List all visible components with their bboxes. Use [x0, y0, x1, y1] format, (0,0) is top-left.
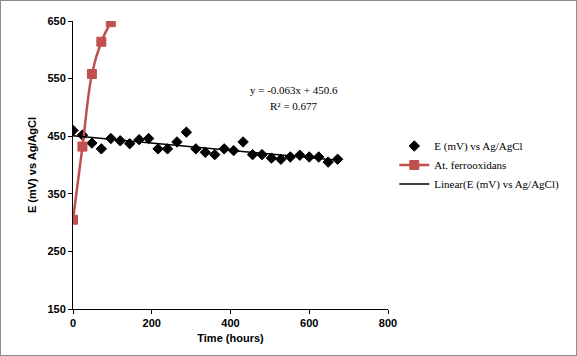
- svg-text:R² = 0.677: R² = 0.677: [270, 100, 318, 112]
- svg-text:800: 800: [379, 317, 397, 329]
- svg-text:350: 350: [47, 188, 65, 200]
- svg-text:450: 450: [47, 130, 65, 142]
- svg-text:600: 600: [300, 317, 318, 329]
- svg-text:550: 550: [47, 72, 65, 84]
- svg-text:E (mV) vs Ag/AgCl: E (mV) vs Ag/AgCl: [434, 140, 522, 153]
- svg-text:E (mV) vs Ag/AgCl: E (mV) vs Ag/AgCl: [26, 117, 38, 213]
- svg-text:150: 150: [47, 303, 65, 315]
- svg-text:200: 200: [143, 317, 161, 329]
- svg-text:400: 400: [221, 317, 239, 329]
- svg-text:650: 650: [47, 15, 65, 27]
- svg-text:At. ferrooxidans: At. ferrooxidans: [434, 159, 506, 171]
- svg-text:Linear(E (mV) vs Ag/AgCl): Linear(E (mV) vs Ag/AgCl): [434, 178, 559, 191]
- svg-text:0: 0: [70, 317, 76, 329]
- svg-text:Time (hours): Time (hours): [197, 332, 264, 344]
- svg-text:y = -0.063x + 450.6: y = -0.063x + 450.6: [250, 84, 338, 96]
- svg-text:250: 250: [47, 245, 65, 257]
